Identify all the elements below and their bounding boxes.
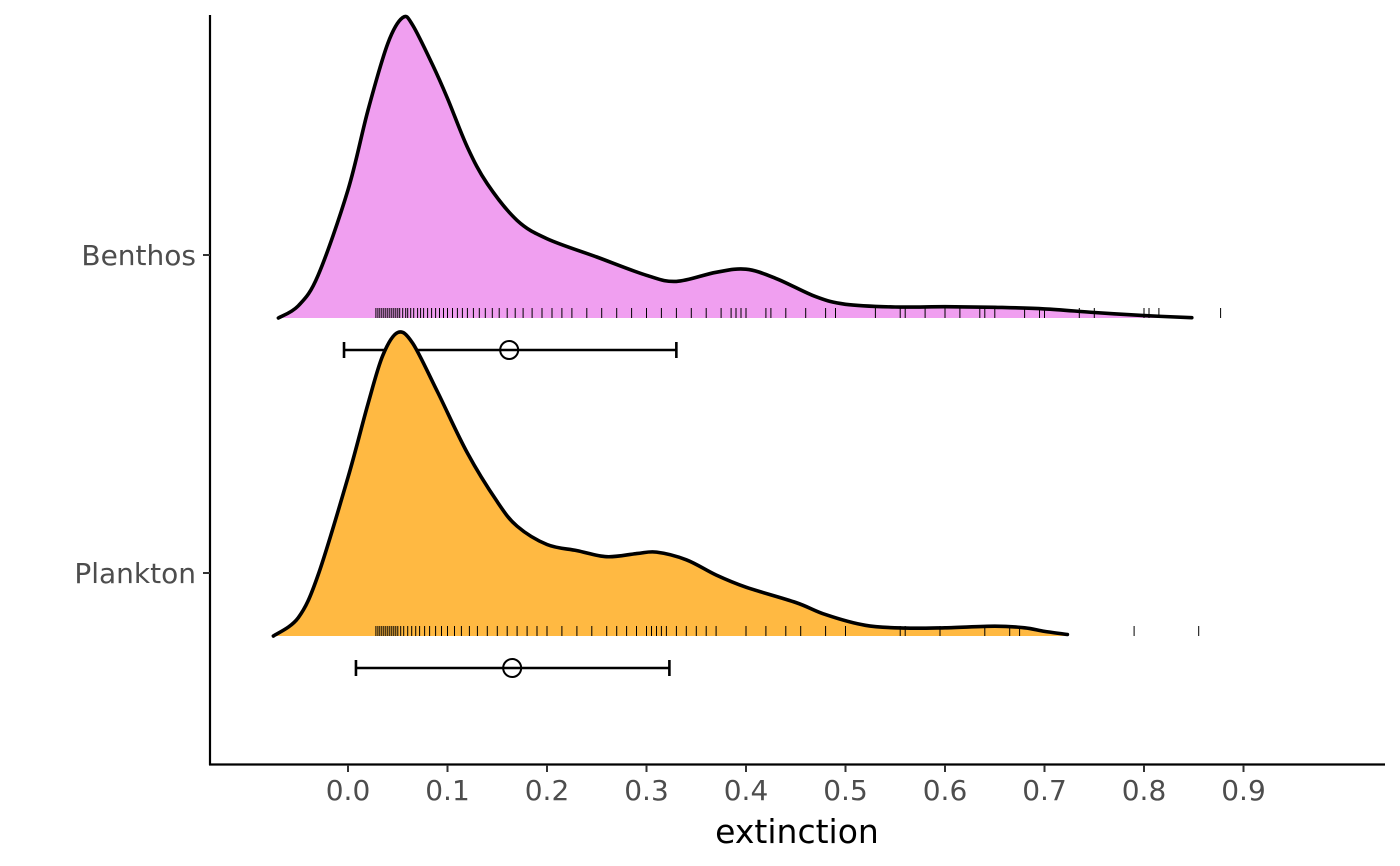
x-axis-title: extinction [715, 812, 879, 851]
y-tick-label-plankton: Plankton [74, 557, 196, 590]
series-benthos [276, 14, 1222, 360]
x-tick-label: 0.6 [923, 774, 968, 807]
y-axis-ticks: Benthos Plankton [74, 239, 210, 590]
x-tick-label: 0.5 [823, 774, 868, 807]
benthos-rug [375, 308, 1222, 318]
series-plankton [271, 330, 1200, 678]
x-tick-label: 0.8 [1122, 774, 1167, 807]
plankton-density-outline [271, 330, 1070, 638]
benthos-density-fill [278, 16, 1192, 318]
benthos-density-outline [276, 14, 1194, 320]
x-tick-label: 0.2 [525, 774, 570, 807]
x-tick-label: 0.1 [425, 774, 470, 807]
series-layer [271, 14, 1222, 678]
x-tick-label: 0.7 [1022, 774, 1067, 807]
y-tick-label-benthos: Benthos [81, 239, 196, 272]
benthos-mean-point [499, 340, 520, 360]
x-tick-label: 0.9 [1221, 774, 1266, 807]
x-tick-label: 0.4 [724, 774, 769, 807]
x-tick-label: 0.3 [624, 774, 669, 807]
x-tick-label: 0.0 [326, 774, 371, 807]
plankton-interval [354, 658, 671, 678]
plankton-density-fill [273, 331, 1068, 636]
x-axis-ticks: 0.0 0.1 0.2 0.3 0.4 0.5 0.6 0.7 0.8 0.9 [326, 765, 1266, 807]
plankton-mean-point [502, 658, 523, 678]
